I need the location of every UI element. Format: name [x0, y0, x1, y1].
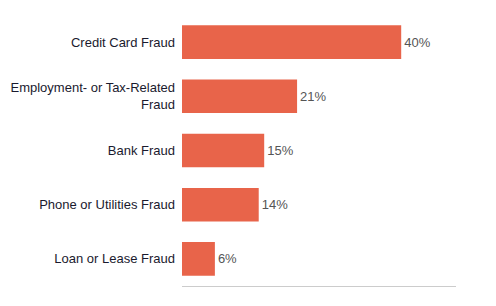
svg-text:Bank Fraud: Bank Fraud [108, 143, 175, 158]
svg-text:40%: 40% [404, 35, 430, 50]
svg-text:Loan or Lease Fraud: Loan or Lease Fraud [54, 251, 175, 266]
svg-text:14%: 14% [262, 197, 288, 212]
svg-text:6%: 6% [218, 251, 237, 266]
svg-text:21%: 21% [300, 89, 326, 104]
svg-text:Phone or Utilities Fraud: Phone or Utilities Fraud [39, 197, 175, 212]
svg-text:15%: 15% [267, 143, 293, 158]
svg-text:Employment- or Tax-RelatedFrau: Employment- or Tax-RelatedFraud [11, 80, 176, 112]
svg-text:Credit Card Fraud: Credit Card Fraud [71, 35, 175, 50]
